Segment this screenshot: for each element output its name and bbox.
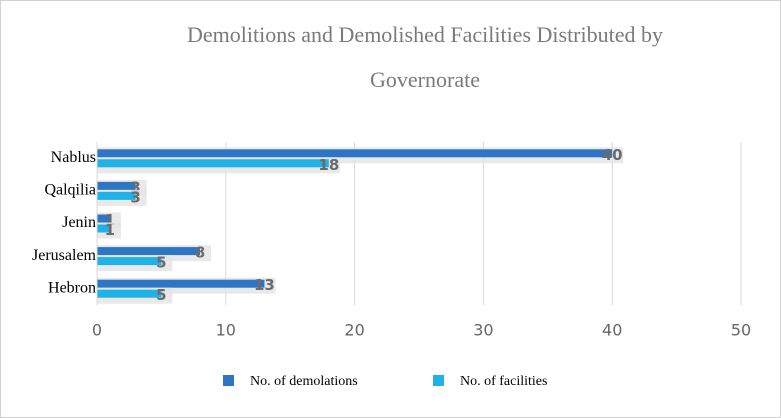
y-tick-label: Nablus — [51, 149, 96, 166]
x-tick-label: 20 — [344, 321, 364, 340]
data-label: 13 — [254, 276, 275, 294]
bar — [97, 247, 201, 256]
data-label: 5 — [156, 254, 166, 272]
bar — [97, 181, 136, 190]
data-label: 3 — [130, 178, 140, 196]
x-tick-label: 40 — [602, 321, 622, 340]
bar — [97, 159, 329, 168]
legend-swatch — [223, 375, 234, 386]
chart-title: Demolitions and Demolished Facilities Di… — [187, 22, 663, 92]
y-tick-label: Jenin — [62, 214, 96, 231]
legend-label: No. of demolations — [250, 374, 358, 389]
data-label: 1 — [105, 221, 115, 239]
x-tick-label: 10 — [216, 321, 236, 340]
data-label: 8 — [195, 244, 205, 262]
y-tick-label: Jerusalem — [32, 247, 97, 264]
data-label: 1 — [105, 211, 115, 229]
bar — [97, 257, 162, 266]
legend-swatch — [433, 375, 444, 386]
y-tick-label: Hebron — [48, 279, 96, 296]
legend-label: No. of facilities — [460, 374, 547, 389]
bar — [97, 224, 110, 233]
bar — [97, 289, 162, 298]
data-label: 40 — [602, 146, 623, 164]
data-label: 5 — [156, 286, 166, 304]
x-tick-label: 0 — [92, 321, 102, 340]
x-tick-label: 50 — [731, 321, 751, 340]
data-label: 3 — [130, 188, 140, 206]
x-tick-label: 30 — [473, 321, 493, 340]
bar — [97, 279, 265, 288]
bar — [97, 191, 136, 200]
y-tick-label: Qalqilia — [44, 182, 96, 199]
data-label: 18 — [318, 156, 339, 174]
bar — [97, 214, 110, 223]
bar — [97, 149, 613, 158]
